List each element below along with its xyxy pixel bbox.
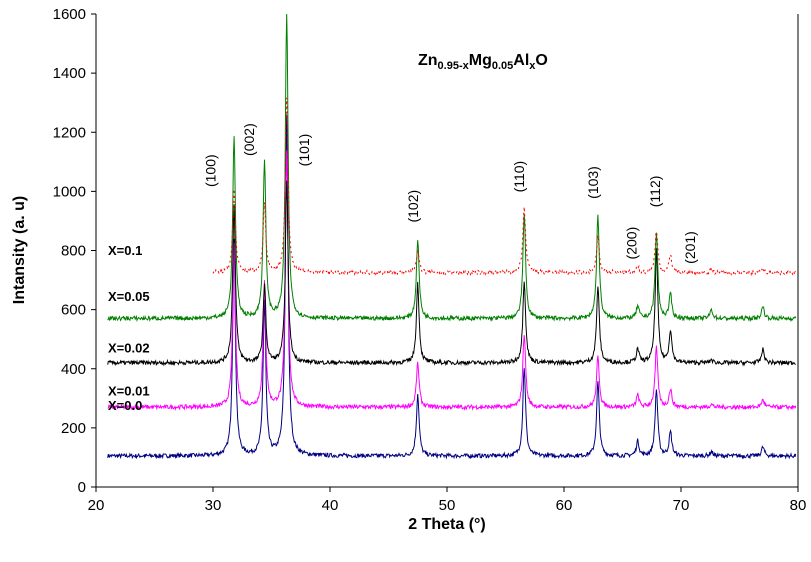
series-line	[107, 114, 797, 460]
title-part: Zn	[418, 52, 438, 69]
y-axis-title: Intansity (a. u)	[11, 196, 28, 304]
series-line	[212, 97, 796, 277]
x-tick-label: 50	[439, 497, 456, 514]
peak-label: (103)	[585, 166, 601, 199]
series-labels: X=0.0X=0.01 X=0.02 X=0.05 X=0.1	[108, 243, 150, 413]
series-label: X=0.02	[108, 340, 150, 355]
peak-label: (100)	[202, 154, 218, 187]
y-tick-label: 0	[78, 479, 86, 496]
title-part: Al	[513, 52, 529, 69]
chart-title: Zn0.95-xMg0.05AlxO	[418, 52, 548, 72]
title-part: Mg	[469, 52, 492, 69]
series-line	[107, 150, 797, 411]
x-tick-label: 60	[556, 497, 573, 514]
series-label: X=0.05	[108, 289, 150, 304]
peak-label: (200)	[624, 227, 640, 260]
title-part: 0.95-x	[438, 60, 470, 72]
y-tick-label: 800	[61, 243, 86, 260]
x-axis-title: 2 Theta (°)	[408, 516, 486, 533]
peak-label: (112)	[647, 176, 663, 208]
title-part: O	[535, 52, 547, 69]
ticks: 20 30 40 50 60 70 8002004006008001000120014001…	[53, 6, 807, 514]
peak-labels: (100) (002) (101) (102) (110) (103) (200) (112)…	[202, 123, 698, 264]
peak-label: (102)	[405, 190, 421, 223]
x-tick-label: 80	[790, 497, 807, 514]
title-part: x	[529, 60, 536, 72]
x-tick-label: 30	[205, 497, 222, 514]
y-tick-label: 600	[61, 302, 86, 319]
y-tick-label: 400	[61, 361, 86, 378]
peak-label: (201)	[682, 231, 698, 264]
series-label: X=0.1	[108, 243, 142, 258]
y-tick-label: 1600	[53, 6, 86, 23]
peak-label: (110)	[511, 161, 527, 193]
y-tick-label: 1200	[53, 124, 86, 141]
series-label: X=0.0	[108, 398, 142, 413]
y-tick-label: 200	[61, 420, 86, 437]
y-tick-label: 1400	[53, 65, 86, 82]
series-line	[107, 180, 796, 367]
peak-label: (101)	[296, 134, 312, 167]
series-label: X=0.01	[108, 383, 150, 398]
title-part: 0.05	[492, 60, 513, 72]
peak-label: (002)	[241, 123, 257, 156]
x-tick-label: 40	[322, 497, 339, 514]
x-tick-label: 20	[88, 497, 105, 514]
x-tick-label: 70	[673, 497, 690, 514]
y-tick-label: 1000	[53, 183, 86, 200]
series-traces	[107, 13, 797, 460]
series-line	[107, 13, 797, 323]
